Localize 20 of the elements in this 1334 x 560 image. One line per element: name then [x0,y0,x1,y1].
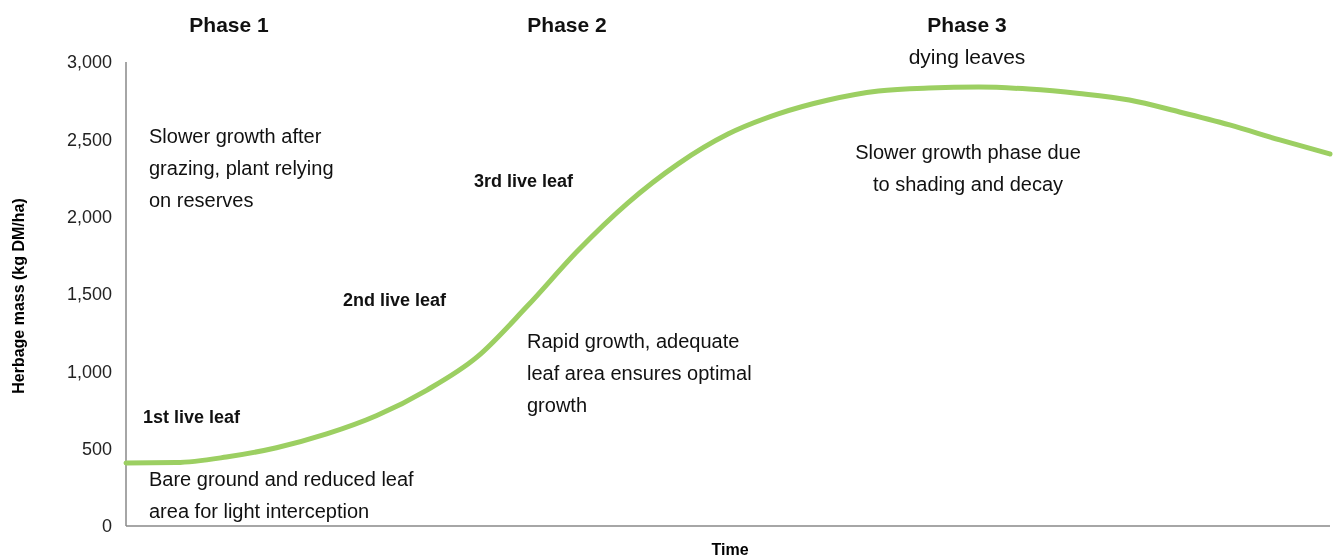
annotation: dying leaves [908,45,1026,68]
x-axis-title: Time [711,541,749,558]
text: Phase 1 [189,13,270,36]
y-tick-label: 3,000 [66,52,112,73]
text: Phase 2 [527,13,607,36]
y-tick-label: 1,500 [66,284,112,305]
y-tick-label: 2,000 [66,206,112,227]
text: Phase 3 [927,13,1007,36]
annotation: 3rd live leaf [474,171,575,191]
annotation: Slower growth after grazing, plant relying on reserves [149,125,334,211]
annotation: 2nd live leaf [343,290,448,310]
annotation: Rapid growth, adequate leaf area ensures optimal growth [527,330,752,416]
y-tick-label: 2,500 [66,129,112,150]
annotation: Bare ground and reduced leaf area for light interception [149,468,415,522]
annotation: Slower growth phase due to shading and decay [855,141,1081,195]
annotation: 1st live leaf [143,407,242,427]
y-tick-label: 1,000 [66,361,112,382]
y-tick-label: 500 [81,438,112,459]
y-axis-title: Herbage mass (kg DM/ha) [10,198,27,394]
y-tick-label: 0 [101,516,112,537]
